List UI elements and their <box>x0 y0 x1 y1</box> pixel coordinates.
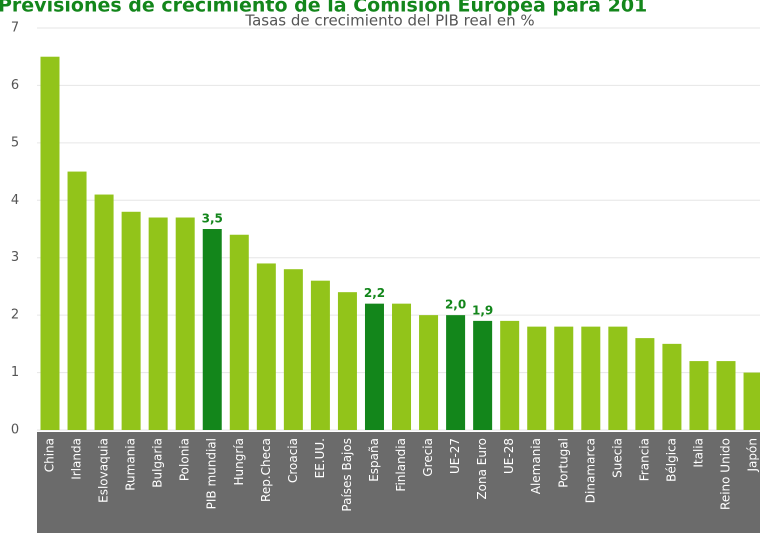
x-tick-label: Francia <box>637 438 651 481</box>
bar <box>40 56 60 430</box>
bar <box>337 292 357 430</box>
y-tick-label: 5 <box>11 135 19 150</box>
y-tick-label: 7 <box>11 21 19 36</box>
x-tick-label: Rep.Checa <box>259 438 273 502</box>
x-tick-label: Países Bajos <box>340 438 354 512</box>
x-tick-label: China <box>43 438 57 472</box>
bar <box>581 326 601 430</box>
x-tick-label: Suecia <box>610 438 624 478</box>
chart-title: Previsiones de crecimiento de la Comisió… <box>0 0 647 17</box>
x-tick-label: Eslovaquia <box>97 438 111 503</box>
x-tick-label: Dinamarca <box>583 438 597 503</box>
value-label: 2,0 <box>445 298 466 312</box>
value-label: 2,2 <box>364 286 385 300</box>
bar <box>67 171 87 431</box>
x-tick-label: Bulgaria <box>151 438 165 488</box>
y-tick-label: 6 <box>11 78 19 93</box>
y-tick-label: 2 <box>11 308 19 323</box>
x-tick-label: Irlanda <box>70 438 84 480</box>
y-tick-label: 0 <box>11 423 19 438</box>
x-tick-label: UE-28 <box>502 438 516 474</box>
bar <box>419 315 439 430</box>
x-tick-label: PIB mundial <box>205 438 219 509</box>
x-tick-label: Reino Unido <box>719 438 733 510</box>
bar <box>689 361 709 430</box>
x-tick-label: Bélgica <box>664 438 678 482</box>
bar <box>283 269 303 430</box>
value-label: 1,9 <box>472 303 493 317</box>
y-tick-label: 4 <box>11 193 19 208</box>
bar <box>175 217 195 430</box>
bar <box>392 303 412 430</box>
bar <box>364 303 384 430</box>
bar <box>635 338 655 430</box>
bar <box>473 320 493 430</box>
bar <box>743 372 760 430</box>
bar <box>148 217 168 430</box>
x-tick-label: Croacia <box>286 438 300 483</box>
bar <box>202 229 222 430</box>
label-band <box>37 432 760 533</box>
x-tick-label: Rumania <box>124 438 138 491</box>
bar <box>716 361 736 430</box>
x-tick-label: Alemania <box>529 438 543 494</box>
bar <box>527 326 547 430</box>
x-tick-label: España <box>367 438 381 482</box>
x-tick-label: Hungría <box>232 438 246 485</box>
chart-subtitle: Tasas de crecimiento del PIB real en % <box>244 12 534 30</box>
bar <box>608 326 628 430</box>
x-tick-label: Portugal <box>556 438 570 488</box>
x-tick-label: Polonia <box>178 438 192 481</box>
bar <box>310 280 330 430</box>
x-tick-label: Grecia <box>421 438 435 477</box>
bar <box>446 315 466 430</box>
x-tick-label: EE.UU. <box>313 438 327 478</box>
bar <box>94 194 114 430</box>
bar <box>256 263 276 430</box>
bar <box>229 234 249 430</box>
y-tick-label: 3 <box>11 250 19 265</box>
bar <box>121 211 141 430</box>
value-label: 3,5 <box>202 212 223 226</box>
bar <box>500 320 520 430</box>
x-tick-label: Italia <box>691 438 705 468</box>
bar <box>662 343 682 430</box>
x-tick-label: Japón <box>746 438 760 472</box>
x-tick-label: Zona Euro <box>475 438 489 500</box>
x-tick-label: UE-27 <box>448 438 462 474</box>
bar <box>554 326 574 430</box>
x-tick-label: Finlandia <box>394 438 408 492</box>
y-tick-label: 1 <box>11 365 19 380</box>
